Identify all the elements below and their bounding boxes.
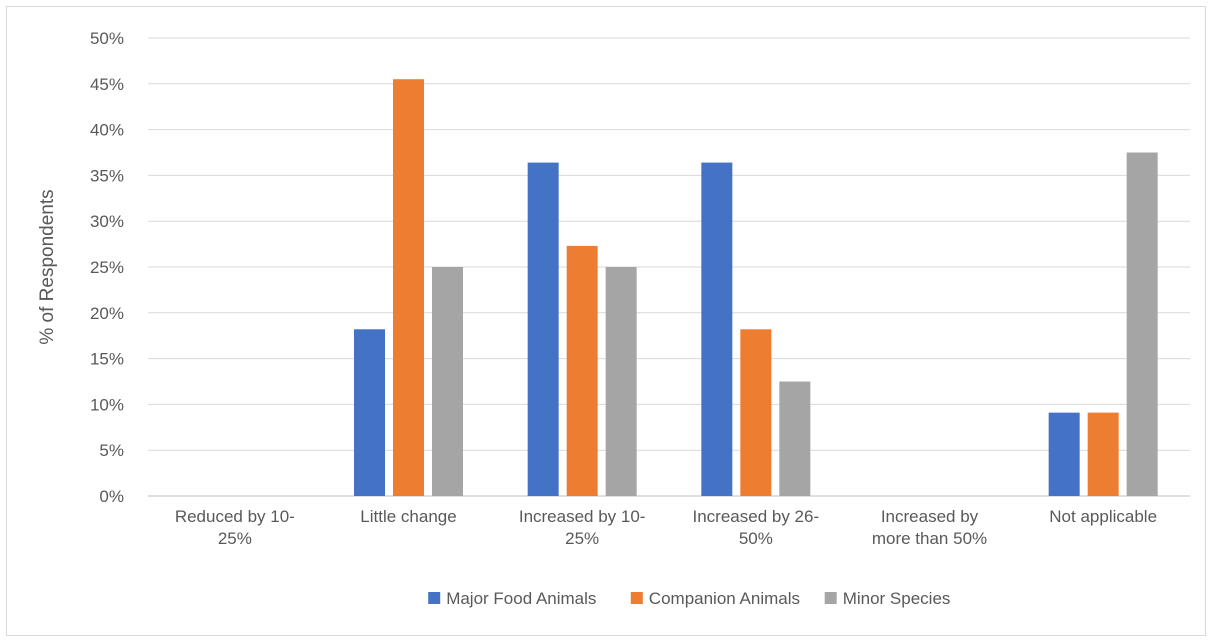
bar: [567, 246, 598, 496]
bars: [354, 79, 1158, 496]
bar: [1049, 413, 1080, 496]
y-tick-label: 0%: [99, 487, 124, 506]
bar: [528, 163, 559, 496]
legend-swatch: [631, 592, 643, 604]
bar: [1088, 413, 1119, 496]
y-tick-label: 10%: [90, 395, 124, 414]
bar: [701, 163, 732, 496]
y-tick-label: 20%: [90, 304, 124, 323]
y-tick-label: 5%: [99, 441, 124, 460]
y-axis-ticks: 0% 5% 10% 15% 20% 25% 30% 35% 40% 45% 50%: [90, 29, 124, 506]
legend-swatch: [825, 592, 837, 604]
x-category-label: Increased by more than 50%: [872, 507, 987, 548]
y-tick-label: 50%: [90, 29, 124, 48]
x-category-label: Increased by 10-25%: [519, 507, 646, 548]
y-tick-label: 25%: [90, 258, 124, 277]
x-category-label: Little change: [360, 507, 456, 526]
bar: [432, 267, 463, 496]
y-axis-title: % of Respondents: [37, 189, 58, 344]
y-tick-label: 30%: [90, 212, 124, 231]
x-axis-categories: Reduced by 10-25% Little change Increased …: [175, 507, 1157, 548]
bar: [779, 382, 810, 497]
bar: [393, 79, 424, 496]
legend-swatch: [428, 592, 440, 604]
y-tick-label: 45%: [90, 75, 124, 94]
bar: [354, 329, 385, 496]
y-tick-label: 40%: [90, 121, 124, 140]
bar: [740, 329, 771, 496]
gridlines: [148, 38, 1190, 496]
bar-chart: 0% 5% 10% 15% 20% 25% 30% 35% 40% 45% 50% Reduced …: [7, 7, 1207, 637]
legend-label: Companion Animals: [649, 589, 800, 608]
x-category-label: Increased by 26-50%: [693, 507, 820, 548]
x-category-label: Reduced by 10-25%: [175, 507, 295, 548]
y-tick-label: 15%: [90, 350, 124, 369]
y-tick-label: 35%: [90, 166, 124, 185]
bar: [606, 267, 637, 496]
bar: [1127, 153, 1158, 497]
chart-frame: 0% 5% 10% 15% 20% 25% 30% 35% 40% 45% 50% Reduced …: [6, 6, 1206, 636]
legend-label: Major Food Animals: [446, 589, 596, 608]
x-category-label: Not applicable: [1049, 507, 1157, 526]
legend-label: Minor Species: [843, 589, 951, 608]
legend: Major Food Animals Companion Animals Minor…: [428, 589, 950, 608]
